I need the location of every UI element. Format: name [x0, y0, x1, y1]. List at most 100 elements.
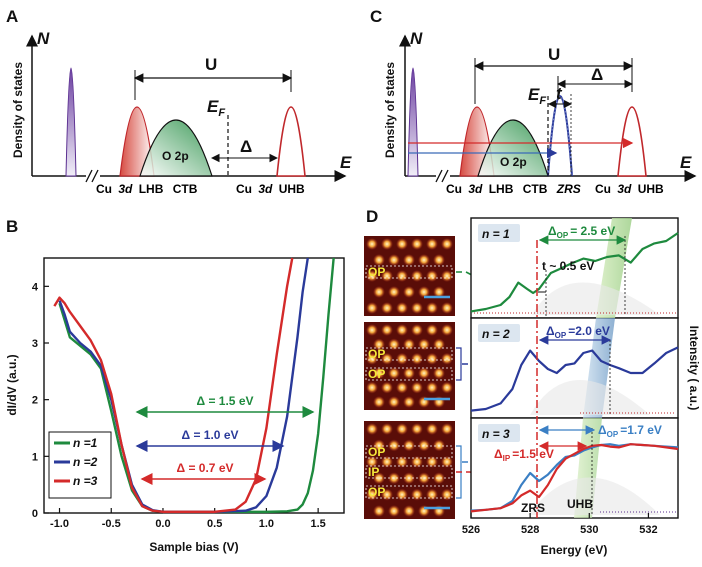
- stm-spot: [396, 488, 408, 501]
- panel-a: A N Density of states E U EF Δ O 2p Cu 3…: [6, 7, 352, 196]
- band-label: Cu: [595, 182, 611, 196]
- e-label: E: [340, 153, 352, 172]
- stm-spot: [373, 505, 385, 517]
- band-label: LHB: [139, 182, 164, 196]
- axis-break: [435, 169, 443, 183]
- stm-label: OP: [368, 367, 385, 381]
- stm-spot: [396, 423, 408, 435]
- stm-spot: [433, 254, 445, 266]
- delta-op-label: ΔOP =1.7 eV: [598, 423, 662, 439]
- axis-break: [91, 169, 99, 183]
- bracket-n2: [456, 347, 462, 381]
- stm-label: OP: [368, 347, 385, 361]
- stm-spot: [403, 338, 415, 351]
- x-tick-label: -0.5: [102, 518, 121, 530]
- delta-label: Δ: [591, 65, 603, 84]
- stm-spot: [426, 270, 438, 282]
- stm-spot: [426, 352, 438, 365]
- stm-spot: [381, 324, 393, 336]
- stm-spot: [426, 238, 438, 250]
- axis-break: [85, 169, 93, 183]
- stm-spot: [396, 302, 408, 314]
- y-tick-label: 3: [32, 338, 38, 350]
- stm-spot: [373, 254, 385, 266]
- stm-spot: [403, 396, 415, 408]
- stm-spot: [441, 488, 453, 501]
- delta-op-label: ΔOP = 2.5 eV: [548, 224, 615, 240]
- band-label: 3d: [258, 182, 273, 196]
- t-label: t ~ 0.5 eV: [542, 259, 594, 273]
- band-label: Cu: [96, 182, 112, 196]
- stm-spot: [426, 302, 438, 314]
- stm-label: OP: [368, 485, 385, 499]
- stm-spot: [366, 352, 378, 365]
- zrs-label: ZRS: [521, 501, 545, 515]
- stm-spot: [426, 488, 438, 501]
- op-box: [365, 485, 453, 499]
- stm-label: IP: [368, 465, 379, 479]
- stm-spot: [388, 338, 400, 351]
- band-label: UHB: [279, 182, 305, 196]
- stm-spot: [441, 352, 453, 365]
- stm-spot: [366, 381, 378, 394]
- stm-spot: [411, 381, 423, 394]
- stm-spot: [403, 254, 415, 266]
- stm-spot: [366, 270, 378, 282]
- o2p-label: O 2p: [162, 149, 189, 163]
- band-label: 3d: [118, 182, 133, 196]
- fermi-label: EF: [528, 85, 546, 107]
- y-axis-label: Density of states: [383, 62, 397, 158]
- peak-shade: [532, 282, 660, 315]
- panel-letter: B: [6, 217, 18, 236]
- y-tick-label: 1: [32, 451, 38, 463]
- peak-shade: [530, 380, 650, 415]
- stm-image-n3: OP IP OP: [364, 421, 455, 519]
- delta-label: Δ: [240, 137, 252, 156]
- panel-b: B -1.0 -0.5 0.0 0.5 1.0 1.5 0 1 2 3 4 Sample bias …: [5, 217, 345, 554]
- stm-spot: [441, 238, 453, 250]
- n-band: [407, 67, 419, 177]
- series-line: [470, 232, 679, 313]
- stm-spot: [373, 472, 385, 485]
- stm-spot: [433, 367, 445, 380]
- op-box: [365, 367, 453, 381]
- stm-spot: [418, 338, 430, 351]
- n-label: N: [37, 29, 50, 48]
- band-label: ZRS: [556, 182, 581, 196]
- x-tick-label: 530: [580, 524, 598, 536]
- e-label: E: [680, 153, 692, 172]
- stm-spot: [388, 505, 400, 517]
- stm-spot: [433, 338, 445, 351]
- stm-spot: [396, 238, 408, 250]
- y-tick-label: 0: [32, 508, 38, 520]
- x-tick-label: 1.5: [310, 518, 325, 530]
- ctb-band: [139, 119, 213, 177]
- band-label-row: Cu 3d LHB CTB Cu 3d UHB: [96, 182, 305, 196]
- stm-spot: [411, 455, 423, 468]
- x-tick-label: 526: [462, 524, 480, 536]
- stm-spot: [373, 367, 385, 380]
- stm-spot: [418, 367, 430, 380]
- stm-spot: [441, 455, 453, 468]
- n-band: [65, 67, 77, 177]
- n-label: N: [410, 29, 423, 48]
- delta-op-label: ΔOP =2.0 eV: [546, 324, 610, 340]
- legend-label: n =1: [73, 436, 98, 450]
- y-axis-label: Density of states: [11, 62, 25, 158]
- stm-spot: [441, 423, 453, 435]
- stm-spot: [441, 324, 453, 336]
- stm-spot: [373, 396, 385, 408]
- y-tick-label: 2: [32, 395, 38, 407]
- stm-spot: [426, 381, 438, 394]
- n-label: n = 3: [482, 427, 510, 441]
- stm-spot: [381, 270, 393, 282]
- panel-letter: A: [6, 7, 18, 26]
- stm-spot: [381, 352, 393, 365]
- x-tick-label: 0.0: [155, 518, 170, 530]
- ip-box: [365, 465, 453, 479]
- axis-break: [441, 169, 449, 183]
- legend-label: n =3: [73, 474, 98, 488]
- stm-label: OP: [368, 445, 385, 459]
- stm-bg: [364, 322, 455, 410]
- stm-spot: [411, 238, 423, 250]
